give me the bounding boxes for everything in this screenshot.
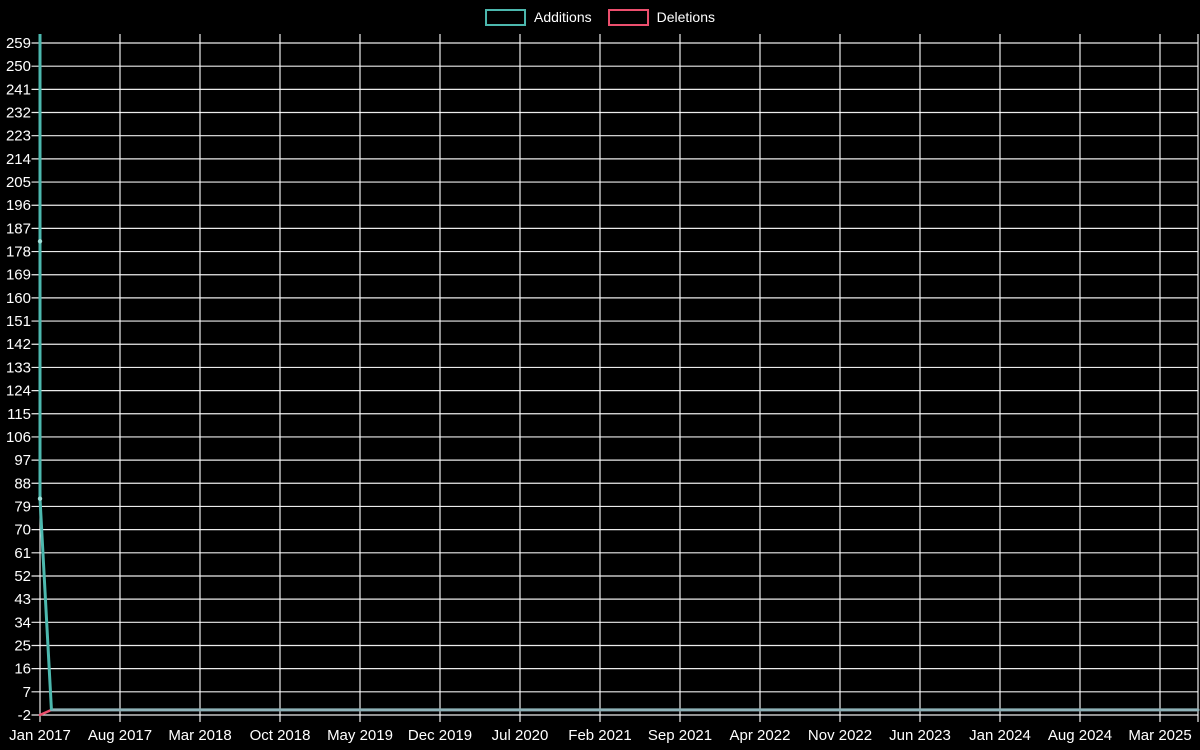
y-tick-label: 52	[14, 568, 31, 585]
y-tick-label: 169	[6, 267, 31, 284]
y-tick-label: 151	[6, 313, 31, 330]
y-tick-label: 241	[6, 81, 31, 98]
chart-legend: Additions Deletions	[485, 7, 715, 27]
y-tick-label: 70	[14, 522, 31, 539]
legend-label-additions: Additions	[534, 9, 592, 25]
x-tick-label: Jan 2017	[9, 727, 71, 744]
x-tick-label: Jan 2024	[969, 727, 1031, 744]
additions-point-marker	[37, 496, 43, 501]
x-tick-label: Sep 2021	[648, 727, 712, 744]
y-tick-label: 259	[6, 35, 31, 52]
y-tick-label: 7	[23, 684, 31, 701]
legend-label-deletions: Deletions	[656, 9, 715, 25]
y-tick-label: 196	[6, 197, 31, 214]
y-tick-label: 214	[6, 151, 31, 168]
x-tick-label: Aug 2024	[1048, 727, 1112, 744]
y-tick-label: 178	[6, 244, 31, 261]
x-tick-label: Dec 2019	[408, 727, 472, 744]
y-tick-label: 61	[14, 545, 31, 562]
legend-item-additions: Additions	[485, 7, 592, 27]
x-tick-label: Aug 2017	[88, 727, 152, 744]
y-tick-label: 106	[6, 429, 31, 446]
y-tick-label: 88	[14, 475, 31, 492]
y-tick-label: -2	[18, 707, 31, 724]
additions-swatch-icon	[485, 8, 527, 26]
x-tick-label: Mar 2018	[168, 727, 231, 744]
y-tick-label: 223	[6, 128, 31, 145]
y-tick-label: 124	[6, 383, 31, 400]
x-tick-label: Apr 2022	[730, 727, 791, 744]
y-tick-label: 79	[14, 498, 31, 515]
additions-spike-line	[38, 34, 53, 710]
x-tick-label: Feb 2021	[568, 727, 631, 744]
x-tick-label: Mar 2025	[1128, 727, 1191, 744]
y-tick-label: 16	[14, 661, 31, 678]
y-tick-label: 187	[6, 220, 31, 237]
y-tick-label: 25	[14, 637, 31, 654]
x-tick-label: Jul 2020	[492, 727, 549, 744]
x-tick-label: May 2019	[327, 727, 393, 744]
y-tick-label: 205	[6, 174, 31, 191]
y-tick-label: 250	[6, 58, 31, 75]
x-tick-label: Jun 2023	[889, 727, 951, 744]
deletions-swatch-icon	[607, 8, 649, 26]
x-tick-label: Nov 2022	[808, 727, 872, 744]
y-tick-label: 133	[6, 359, 31, 376]
additions-point-marker	[37, 239, 43, 244]
y-tick-label: 142	[6, 336, 31, 353]
y-tick-label: 97	[14, 452, 31, 469]
y-tick-label: 160	[6, 290, 31, 307]
y-tick-label: 43	[14, 591, 31, 608]
legend-item-deletions: Deletions	[607, 7, 715, 27]
y-tick-label: 232	[6, 105, 31, 122]
y-tick-label: 34	[14, 614, 31, 631]
x-tick-label: Oct 2018	[250, 727, 311, 744]
y-tick-label: 115	[7, 406, 31, 423]
